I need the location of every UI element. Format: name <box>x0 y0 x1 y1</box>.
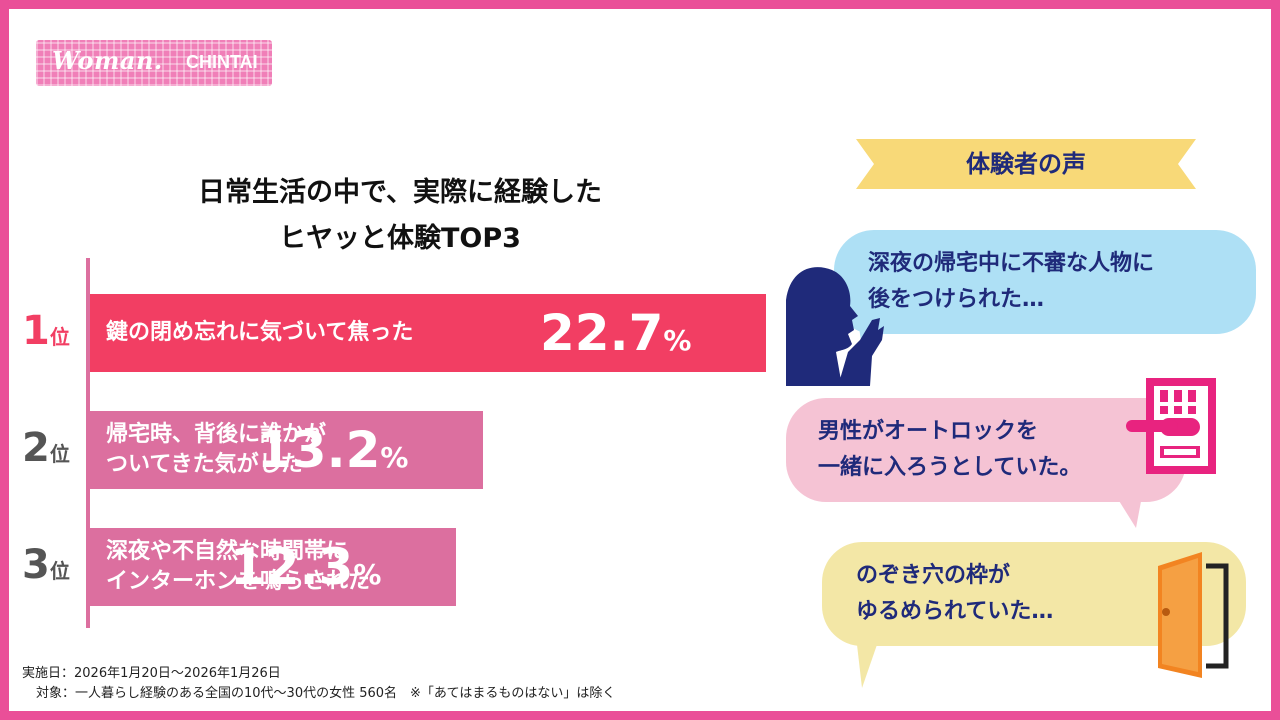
bar-value-percent-1: % <box>663 324 692 357</box>
voice-bubble-3 <box>822 542 1246 688</box>
voice-2-line-2: 一緒に入ろうとしていた。 <box>818 455 1082 480</box>
bar-category-label-1-line-1: 鍵の閉め忘れに気づいて焦った <box>106 320 414 345</box>
bar-value-percent-2: % <box>380 441 409 474</box>
voice-bubble-2 <box>786 398 1186 528</box>
bar-category-label-1: 鍵の閉め忘れに気づいて焦った <box>106 318 413 348</box>
bar-category-label-3: 深夜や不自然な時間帯に インターホンを鳴らされた <box>106 537 370 597</box>
bar-category-label-2-line-2: ついてきた気がした <box>106 452 303 477</box>
intercom-lock-icon <box>1126 378 1216 474</box>
bar-value-label-1: 22.7% <box>540 305 691 369</box>
rank-unit-1: 位 <box>49 325 70 349</box>
bar-category-label-3-line-1: 深夜や不自然な時間帯に <box>106 539 349 564</box>
voice-1-text: 深夜の帰宅中に不審な人物に 後をつけられた… <box>868 246 1154 318</box>
bar-value-number-3: 12.3 <box>230 538 354 596</box>
chart-title-line-2: ヒヤッと体験TOP3 <box>279 223 521 254</box>
bar-2 <box>90 411 483 489</box>
voice-1-line-1: 深夜の帰宅中に不審な人物に <box>868 251 1155 276</box>
rank-number-1: 1 <box>22 308 50 354</box>
bar-value-label-2: 13.2% <box>257 422 408 486</box>
bar-3 <box>90 528 456 606</box>
chart-title: 日常生活の中で、実際に経験した ヒヤッと体験TOP3 <box>90 170 710 262</box>
voice-2-line-1: 男性がオートロックを <box>818 419 1039 444</box>
bar-value-number-1: 22.7 <box>540 304 664 362</box>
voices-ribbon <box>856 139 1196 189</box>
logo-main-text: Woman. <box>52 46 163 75</box>
rank-number-3: 3 <box>22 542 50 588</box>
rank-label-3: 3位 <box>22 542 70 588</box>
voice-2-text: 男性がオートロックを 一緒に入ろうとしていた。 <box>818 414 1081 486</box>
rank-label-1: 1位 <box>22 308 70 354</box>
bar-value-label-3: 12.3% <box>230 539 381 603</box>
rank-unit-2: 位 <box>49 442 70 466</box>
bar-category-label-2: 帰宅時、背後に誰かが ついてきた気がした <box>106 420 326 480</box>
voice-1-line-2: 後をつけられた… <box>868 287 1045 312</box>
voice-3-line-1: のぞき穴の枠が <box>856 563 1011 588</box>
voices-header: 体験者の声 <box>966 150 1086 178</box>
voice-3-text: のぞき穴の枠が ゆるめられていた… <box>856 558 1053 630</box>
survey-date: 実施日：2026年1月20日～2026年1月26日 <box>22 666 281 681</box>
woman-silhouette-icon <box>786 267 884 386</box>
bar-1 <box>90 294 766 372</box>
rank-number-2: 2 <box>22 425 50 471</box>
survey-target: 対象：一人暮らし経験のある全国の10代～30代の女性 560名 ※「あてはまるも… <box>36 686 616 701</box>
logo-sub-text: CHINTAI <box>186 52 258 72</box>
chart-title-line-1: 日常生活の中で、実際に経験した <box>198 177 602 208</box>
rank-unit-3: 位 <box>49 559 70 583</box>
door-icon <box>1158 552 1229 678</box>
brand-logo: Woman. CHINTAI <box>36 40 272 86</box>
bar-value-percent-3: % <box>353 558 382 591</box>
voice-3-line-2: ゆるめられていた… <box>856 599 1054 624</box>
bar-category-label-3-line-2: インターホンを鳴らされた <box>106 569 371 594</box>
bar-value-number-2: 13.2 <box>257 421 381 479</box>
bar-category-label-2-line-1: 帰宅時、背後に誰かが <box>106 422 327 447</box>
rank-label-2: 2位 <box>22 425 70 471</box>
